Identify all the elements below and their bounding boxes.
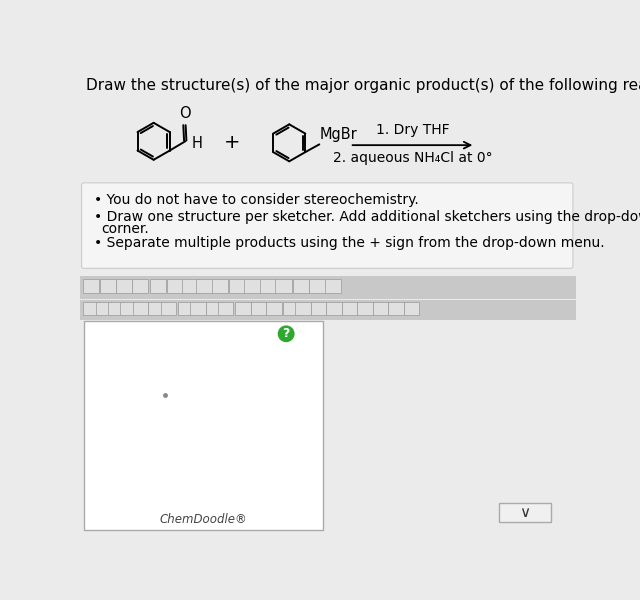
Bar: [132, 279, 148, 293]
Text: ChemDoodle®: ChemDoodle®: [159, 512, 247, 526]
Bar: [373, 302, 388, 316]
Text: MgBr: MgBr: [320, 127, 358, 142]
Bar: [190, 302, 205, 316]
Bar: [108, 302, 124, 316]
Bar: [388, 302, 404, 316]
Bar: [266, 302, 282, 316]
Text: corner.: corner.: [102, 222, 150, 236]
Bar: [178, 302, 193, 316]
Text: +: +: [223, 133, 240, 152]
Text: • You do not have to consider stereochemistry.: • You do not have to consider stereochem…: [94, 193, 419, 207]
FancyBboxPatch shape: [81, 183, 573, 268]
Bar: [83, 279, 99, 293]
Bar: [132, 302, 148, 316]
Text: H: H: [191, 136, 202, 151]
Bar: [235, 302, 250, 316]
Bar: [309, 279, 326, 293]
Bar: [148, 302, 164, 316]
Bar: [311, 302, 326, 316]
Bar: [83, 302, 99, 316]
Bar: [80, 276, 576, 299]
Bar: [95, 302, 111, 316]
Bar: [167, 279, 183, 293]
Bar: [116, 279, 132, 293]
Bar: [84, 322, 323, 530]
Bar: [229, 279, 245, 293]
Bar: [296, 302, 311, 316]
Bar: [250, 302, 266, 316]
Bar: [120, 302, 136, 316]
Bar: [293, 279, 309, 293]
Text: 1. Dry THF: 1. Dry THF: [376, 124, 449, 137]
Text: O: O: [179, 106, 191, 121]
Bar: [283, 302, 298, 316]
Bar: [218, 302, 234, 316]
Bar: [196, 279, 212, 293]
Circle shape: [278, 326, 294, 341]
Bar: [325, 279, 341, 293]
Bar: [499, 503, 551, 521]
Bar: [205, 302, 221, 316]
Bar: [150, 279, 166, 293]
Bar: [80, 300, 576, 320]
Text: • Draw one structure per sketcher. Add additional sketchers using the drop-down: • Draw one structure per sketcher. Add a…: [94, 210, 640, 224]
Bar: [100, 279, 116, 293]
Bar: [358, 302, 373, 316]
Bar: [161, 302, 176, 316]
Text: ?: ?: [282, 328, 290, 340]
Text: ∨: ∨: [519, 505, 531, 520]
Text: Draw the structure(s) of the major organic product(s) of the following reaction.: Draw the structure(s) of the major organ…: [86, 78, 640, 93]
Bar: [182, 279, 198, 293]
Text: 2. aqueous NH₄Cl at 0°: 2. aqueous NH₄Cl at 0°: [333, 151, 492, 166]
Bar: [212, 279, 228, 293]
Bar: [244, 279, 260, 293]
Bar: [326, 302, 342, 316]
Bar: [404, 302, 419, 316]
Text: • Separate multiple products using the + sign from the drop-down menu.: • Separate multiple products using the +…: [94, 236, 605, 250]
Bar: [275, 279, 292, 293]
Bar: [260, 279, 276, 293]
Bar: [342, 302, 358, 316]
